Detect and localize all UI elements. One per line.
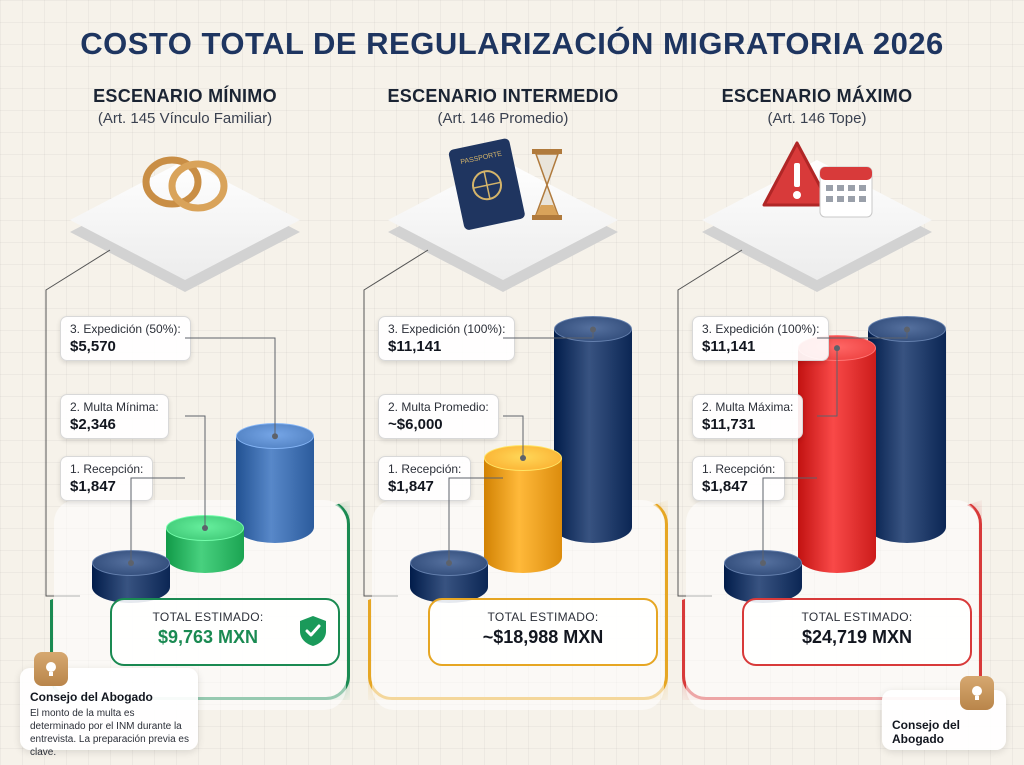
bar-top bbox=[92, 550, 170, 576]
bar-2 bbox=[166, 515, 244, 574]
total-estimate: TOTAL ESTIMADO: $24,719 MXN bbox=[742, 598, 972, 666]
scenario-panel: ESCENARIO MÁXIMO (Art. 146 Tope) 1. Recepc… bbox=[652, 0, 982, 765]
scenario-name: ESCENARIO INTERMEDIO bbox=[387, 86, 619, 106]
bar-label-title: 1. Recepción: bbox=[70, 462, 144, 476]
bar-label-value: $1,847 bbox=[388, 478, 434, 495]
scenario-name: ESCENARIO MÍNIMO bbox=[93, 86, 277, 106]
lightbulb-icon bbox=[960, 676, 994, 710]
bar-body bbox=[484, 458, 562, 573]
bar-label-2: 2. Multa Mínima: $2,346 bbox=[60, 394, 169, 439]
total-label: TOTAL ESTIMADO: bbox=[487, 610, 599, 624]
bar-top bbox=[484, 445, 562, 471]
scenario-panel: ESCENARIO INTERMEDIO (Art. 146 Promedio) P… bbox=[338, 0, 668, 765]
bar-label-value: $11,731 bbox=[702, 416, 756, 433]
scenario-name: ESCENARIO MÁXIMO bbox=[721, 86, 913, 106]
bar-label-title: 1. Recepción: bbox=[702, 462, 776, 476]
wedding-rings-icon bbox=[130, 140, 240, 225]
bar-label-1: 1. Recepción: $1,847 bbox=[692, 456, 786, 501]
bar-label-title: 2. Multa Máxima: bbox=[702, 400, 794, 414]
bar-2 bbox=[484, 445, 562, 574]
bar-top bbox=[410, 550, 488, 576]
bar-1 bbox=[92, 550, 170, 604]
total-estimate: TOTAL ESTIMADO: $9,763 MXN bbox=[110, 598, 340, 666]
bar-label-value: $11,141 bbox=[388, 338, 442, 355]
bar-label-title: 2. Multa Mínima: bbox=[70, 400, 159, 414]
bar-label-title: 1. Recepción: bbox=[388, 462, 462, 476]
tip-title: Consejo del Abogado bbox=[892, 718, 961, 746]
bar-label-value: $1,847 bbox=[70, 478, 116, 495]
bar-3 bbox=[236, 423, 314, 544]
bar-top bbox=[724, 550, 802, 576]
total-label: TOTAL ESTIMADO: bbox=[801, 610, 913, 624]
bar-label-1: 1. Recepción: $1,847 bbox=[378, 456, 472, 501]
bar-label-3: 3. Expedición (100%): $11,141 bbox=[378, 316, 516, 361]
tip-title: Consejo del Abogado bbox=[30, 690, 153, 704]
lawyer-tip-left: Consejo del Abogado El monto de la multa… bbox=[20, 652, 198, 758]
scenario-header: ESCENARIO MÁXIMO (Art. 146 Tope) bbox=[652, 86, 982, 127]
bar-1 bbox=[724, 550, 802, 604]
bar-label-title: 3. Expedición (50%): bbox=[70, 322, 181, 336]
scenario-header: ESCENARIO MÍNIMO (Art. 145 Vínculo Famili… bbox=[20, 86, 350, 127]
total-value: $24,719 MXN bbox=[801, 627, 913, 647]
bar-label-title: 2. Multa Promedio: bbox=[388, 400, 489, 414]
scenario-subtitle: (Art. 146 Promedio) bbox=[437, 110, 569, 127]
bar-2 bbox=[798, 335, 876, 574]
bar-3 bbox=[868, 316, 946, 544]
bar-label-2: 2. Multa Promedio: ~$6,000 bbox=[378, 394, 499, 439]
bar-3 bbox=[554, 316, 632, 544]
bar-body bbox=[868, 329, 946, 543]
total-text: TOTAL ESTIMADO: $9,763 MXN bbox=[126, 610, 290, 648]
bar-label-value: $1,847 bbox=[702, 478, 748, 495]
bar-body bbox=[554, 329, 632, 543]
shield-check-icon bbox=[298, 614, 328, 653]
bar-label-3: 3. Expedición (50%): $5,570 bbox=[60, 316, 191, 361]
passport-hourglass-icon: PASSPORTE bbox=[448, 135, 568, 240]
bar-label-value: $2,346 bbox=[70, 416, 116, 433]
bar-label-2: 2. Multa Máxima: $11,731 bbox=[692, 394, 804, 439]
lightbulb-icon bbox=[34, 652, 68, 686]
bar-1 bbox=[410, 550, 488, 604]
bar-body bbox=[798, 348, 876, 573]
bar-label-3: 3. Expedición (100%): $11,141 bbox=[692, 316, 830, 361]
total-label: TOTAL ESTIMADO: bbox=[152, 610, 264, 624]
bar-top bbox=[166, 515, 244, 542]
tip-body: El monto de la multa es determinado por … bbox=[30, 708, 189, 758]
page-title: COSTO TOTAL DE REGULARIZACIÓN MIGRATORIA… bbox=[80, 26, 944, 61]
bar-label-value: $5,570 bbox=[70, 338, 116, 355]
scenario-header: ESCENARIO INTERMEDIO (Art. 146 Promedio) bbox=[338, 86, 668, 127]
total-text: TOTAL ESTIMADO: ~$18,988 MXN bbox=[444, 610, 642, 648]
lawyer-tip-right: Consejo del Abogado bbox=[882, 676, 1006, 750]
bar-label-1: 1. Recepción: $1,847 bbox=[60, 456, 154, 501]
warning-calendar-icon bbox=[762, 135, 882, 240]
bar-label-title: 3. Expedición (100%): bbox=[388, 322, 506, 336]
scenario-subtitle: (Art. 145 Vínculo Familiar) bbox=[97, 110, 273, 127]
bar-label-value: $11,141 bbox=[702, 338, 756, 355]
scenario-panel: ESCENARIO MÍNIMO (Art. 145 Vínculo Famili… bbox=[20, 0, 350, 765]
total-estimate: TOTAL ESTIMADO: ~$18,988 MXN bbox=[428, 598, 658, 666]
total-value: $9,763 MXN bbox=[157, 627, 259, 647]
bar-body bbox=[236, 436, 314, 543]
scenario-subtitle: (Art. 146 Tope) bbox=[767, 110, 867, 127]
total-value: ~$18,988 MXN bbox=[482, 627, 604, 647]
total-text: TOTAL ESTIMADO: $24,719 MXN bbox=[758, 610, 956, 648]
bar-label-value: ~$6,000 bbox=[388, 416, 443, 433]
bar-label-title: 3. Expedición (100%): bbox=[702, 322, 820, 336]
